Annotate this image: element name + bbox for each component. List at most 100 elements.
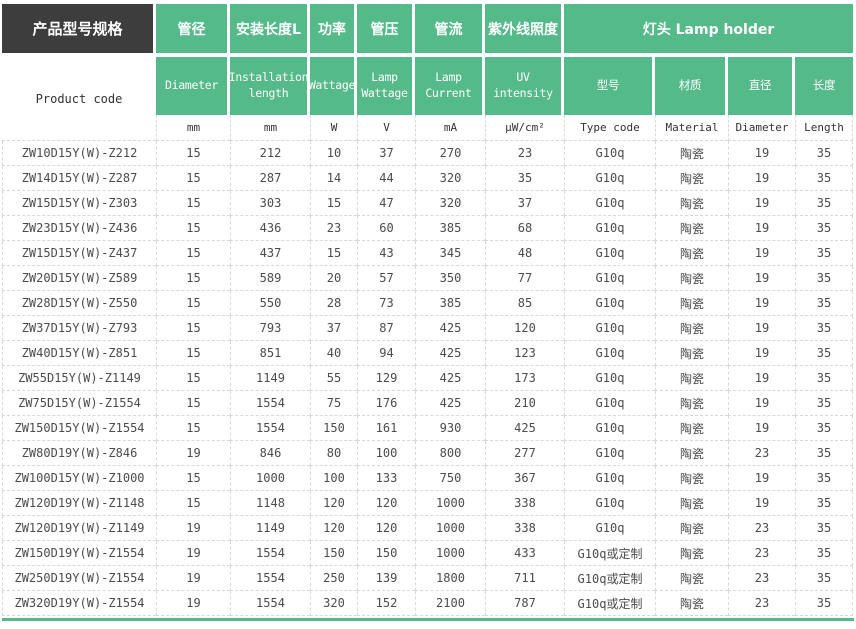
spec-value-cell: 19	[728, 166, 795, 191]
spec-value-cell: G10q或定制	[564, 566, 655, 591]
sub-header-wattage: Wattage	[309, 57, 357, 115]
spec-value-cell: 133	[357, 466, 415, 491]
spec-value-cell: 100	[357, 441, 415, 466]
spec-value-cell: 陶瓷	[655, 191, 728, 216]
spec-value-cell: 陶瓷	[655, 166, 728, 191]
spec-value-cell: 425	[485, 416, 564, 441]
spec-value-cell: 19	[728, 366, 795, 391]
spec-value-cell: 陶瓷	[655, 541, 728, 566]
spec-value-cell: 40	[310, 341, 357, 366]
spec-value-cell: 250	[310, 566, 357, 591]
spec-value-cell: 44	[357, 166, 415, 191]
spec-value-cell: 139	[357, 566, 415, 591]
spec-value-cell: 陶瓷	[655, 416, 728, 441]
product-code-cell: ZW15D15Y(W)-Z303	[2, 191, 156, 216]
spec-value-cell: 277	[485, 441, 564, 466]
spec-value-cell: 425	[415, 341, 485, 366]
spec-value-cell: 793	[230, 316, 310, 341]
spec-value-cell: 1149	[230, 516, 310, 541]
spec-value-cell: 800	[415, 441, 485, 466]
spec-value-cell: 787	[485, 591, 564, 616]
top-header-pipe-diameter: 管径	[156, 4, 230, 53]
spec-value-cell: G10q	[564, 516, 655, 541]
spec-value-cell: 750	[415, 466, 485, 491]
top-header-power: 功率	[310, 4, 357, 53]
spec-value-cell: 425	[415, 366, 485, 391]
spec-value-cell: 589	[230, 266, 310, 291]
spec-value-cell: 385	[415, 291, 485, 316]
spec-value-cell: 19	[728, 416, 795, 441]
spec-value-cell: 120	[310, 491, 357, 516]
spec-value-cell: 23	[485, 141, 564, 166]
spec-value-cell: G10q	[564, 416, 655, 441]
spec-value-cell: 338	[485, 491, 564, 516]
spec-value-cell: 陶瓷	[655, 391, 728, 416]
spec-value-cell: G10q	[564, 166, 655, 191]
spec-value-cell: G10q或定制	[564, 591, 655, 616]
spec-value-cell: 85	[485, 291, 564, 316]
spec-value-cell: 35	[795, 266, 853, 291]
spec-value-cell: 123	[485, 341, 564, 366]
unit-lamp-current: mA	[415, 115, 485, 141]
spec-value-cell: 陶瓷	[655, 316, 728, 341]
spec-value-cell: G10q	[564, 266, 655, 291]
spec-value-cell: 1554	[230, 541, 310, 566]
spec-value-cell: 1000	[230, 466, 310, 491]
spec-value-cell: 73	[357, 291, 415, 316]
spec-value-cell: 15	[310, 241, 357, 266]
unit-holder-material: Material	[655, 115, 728, 141]
spec-value-cell: 15	[156, 466, 230, 491]
top-header-lamp-voltage: 管压	[357, 4, 415, 53]
spec-value-cell: 367	[485, 466, 564, 491]
spec-value-cell: G10q	[564, 291, 655, 316]
spec-value-cell: G10q	[564, 341, 655, 366]
spec-value-cell: G10q或定制	[564, 541, 655, 566]
spec-value-cell: 35	[795, 341, 853, 366]
spec-value-cell: 270	[415, 141, 485, 166]
spec-value-cell: 173	[485, 366, 564, 391]
spec-value-cell: 15	[156, 366, 230, 391]
spec-value-cell: 338	[485, 516, 564, 541]
spec-value-cell: 陶瓷	[655, 341, 728, 366]
spec-value-cell: G10q	[564, 216, 655, 241]
spec-value-cell: G10q	[564, 241, 655, 266]
product-code-cell: ZW80D19Y(W)-Z846	[2, 441, 156, 466]
spec-value-cell: 150	[310, 541, 357, 566]
spec-value-cell: 35	[795, 541, 853, 566]
spec-value-cell: 19	[156, 541, 230, 566]
spec-value-cell: 15	[156, 291, 230, 316]
spec-value-cell: 15	[156, 266, 230, 291]
spec-value-cell: 35	[795, 241, 853, 266]
spec-value-cell: 303	[230, 191, 310, 216]
spec-value-cell: 1554	[230, 391, 310, 416]
spec-value-cell: 47	[357, 191, 415, 216]
product-code-cell: ZW75D15Y(W)-Z1554	[2, 391, 156, 416]
spec-value-cell: 385	[415, 216, 485, 241]
top-header-lamp-holder: 灯头 Lamp holder	[564, 4, 853, 53]
spec-value-cell: 120	[310, 516, 357, 541]
top-header-uv-intensity: 紫外线照度	[485, 4, 564, 53]
top-header-lamp-current: 管流	[415, 4, 485, 53]
spec-value-cell: 15	[156, 241, 230, 266]
spec-value-cell: 陶瓷	[655, 491, 728, 516]
spec-value-cell: 1554	[230, 591, 310, 616]
spec-value-cell: 550	[230, 291, 310, 316]
spec-value-cell: 152	[357, 591, 415, 616]
spec-value-cell: 48	[485, 241, 564, 266]
spec-value-cell: 陶瓷	[655, 216, 728, 241]
spec-value-cell: 161	[357, 416, 415, 441]
sub-header-diameter: Diameter	[156, 57, 230, 115]
spec-value-cell: 129	[357, 366, 415, 391]
spec-value-cell: 320	[415, 166, 485, 191]
spec-value-cell: 23	[728, 441, 795, 466]
spec-value-cell: 425	[415, 391, 485, 416]
spec-value-cell: 10	[310, 141, 357, 166]
spec-value-cell: 陶瓷	[655, 266, 728, 291]
spec-value-cell: 19	[728, 466, 795, 491]
spec-value-cell: 陶瓷	[655, 566, 728, 591]
spec-value-cell: 19	[728, 266, 795, 291]
spec-value-cell: 37	[310, 316, 357, 341]
spec-value-cell: 35	[795, 216, 853, 241]
spec-value-cell: 15	[156, 316, 230, 341]
